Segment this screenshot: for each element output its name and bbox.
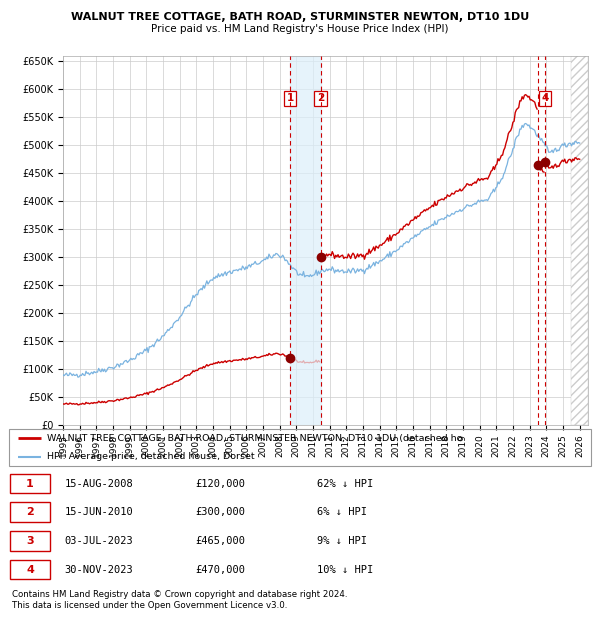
Text: 3: 3	[26, 536, 34, 546]
Text: HPI: Average price, detached house, Dorset: HPI: Average price, detached house, Dors…	[47, 453, 254, 461]
Text: £120,000: £120,000	[195, 479, 245, 489]
FancyBboxPatch shape	[10, 560, 50, 580]
Text: 6% ↓ HPI: 6% ↓ HPI	[317, 507, 367, 517]
Text: 03-JUL-2023: 03-JUL-2023	[64, 536, 133, 546]
Text: 10% ↓ HPI: 10% ↓ HPI	[317, 565, 374, 575]
Text: 1: 1	[286, 93, 294, 103]
Text: WALNUT TREE COTTAGE, BATH ROAD, STURMINSTER NEWTON, DT10 1DU (detached ho: WALNUT TREE COTTAGE, BATH ROAD, STURMINS…	[47, 434, 462, 443]
Text: Contains HM Land Registry data © Crown copyright and database right 2024.
This d: Contains HM Land Registry data © Crown c…	[12, 590, 347, 609]
Text: Price paid vs. HM Land Registry's House Price Index (HPI): Price paid vs. HM Land Registry's House …	[151, 24, 449, 33]
Text: £300,000: £300,000	[195, 507, 245, 517]
Text: 15-AUG-2008: 15-AUG-2008	[64, 479, 133, 489]
FancyBboxPatch shape	[10, 502, 50, 522]
FancyBboxPatch shape	[10, 531, 50, 551]
Bar	[290, 56, 320, 425]
Text: WALNUT TREE COTTAGE, BATH ROAD, STURMINSTER NEWTON, DT10 1DU: WALNUT TREE COTTAGE, BATH ROAD, STURMINS…	[71, 12, 529, 22]
Text: 9% ↓ HPI: 9% ↓ HPI	[317, 536, 367, 546]
Text: 30-NOV-2023: 30-NOV-2023	[64, 565, 133, 575]
Bar	[571, 56, 588, 425]
Text: 1: 1	[26, 479, 34, 489]
Text: £465,000: £465,000	[195, 536, 245, 546]
Text: 4: 4	[541, 93, 548, 103]
Text: 2: 2	[317, 93, 324, 103]
Text: £470,000: £470,000	[195, 565, 245, 575]
Text: 4: 4	[26, 565, 34, 575]
FancyBboxPatch shape	[10, 474, 50, 494]
Text: 62% ↓ HPI: 62% ↓ HPI	[317, 479, 374, 489]
Text: 15-JUN-2010: 15-JUN-2010	[64, 507, 133, 517]
Text: 2: 2	[26, 507, 34, 517]
